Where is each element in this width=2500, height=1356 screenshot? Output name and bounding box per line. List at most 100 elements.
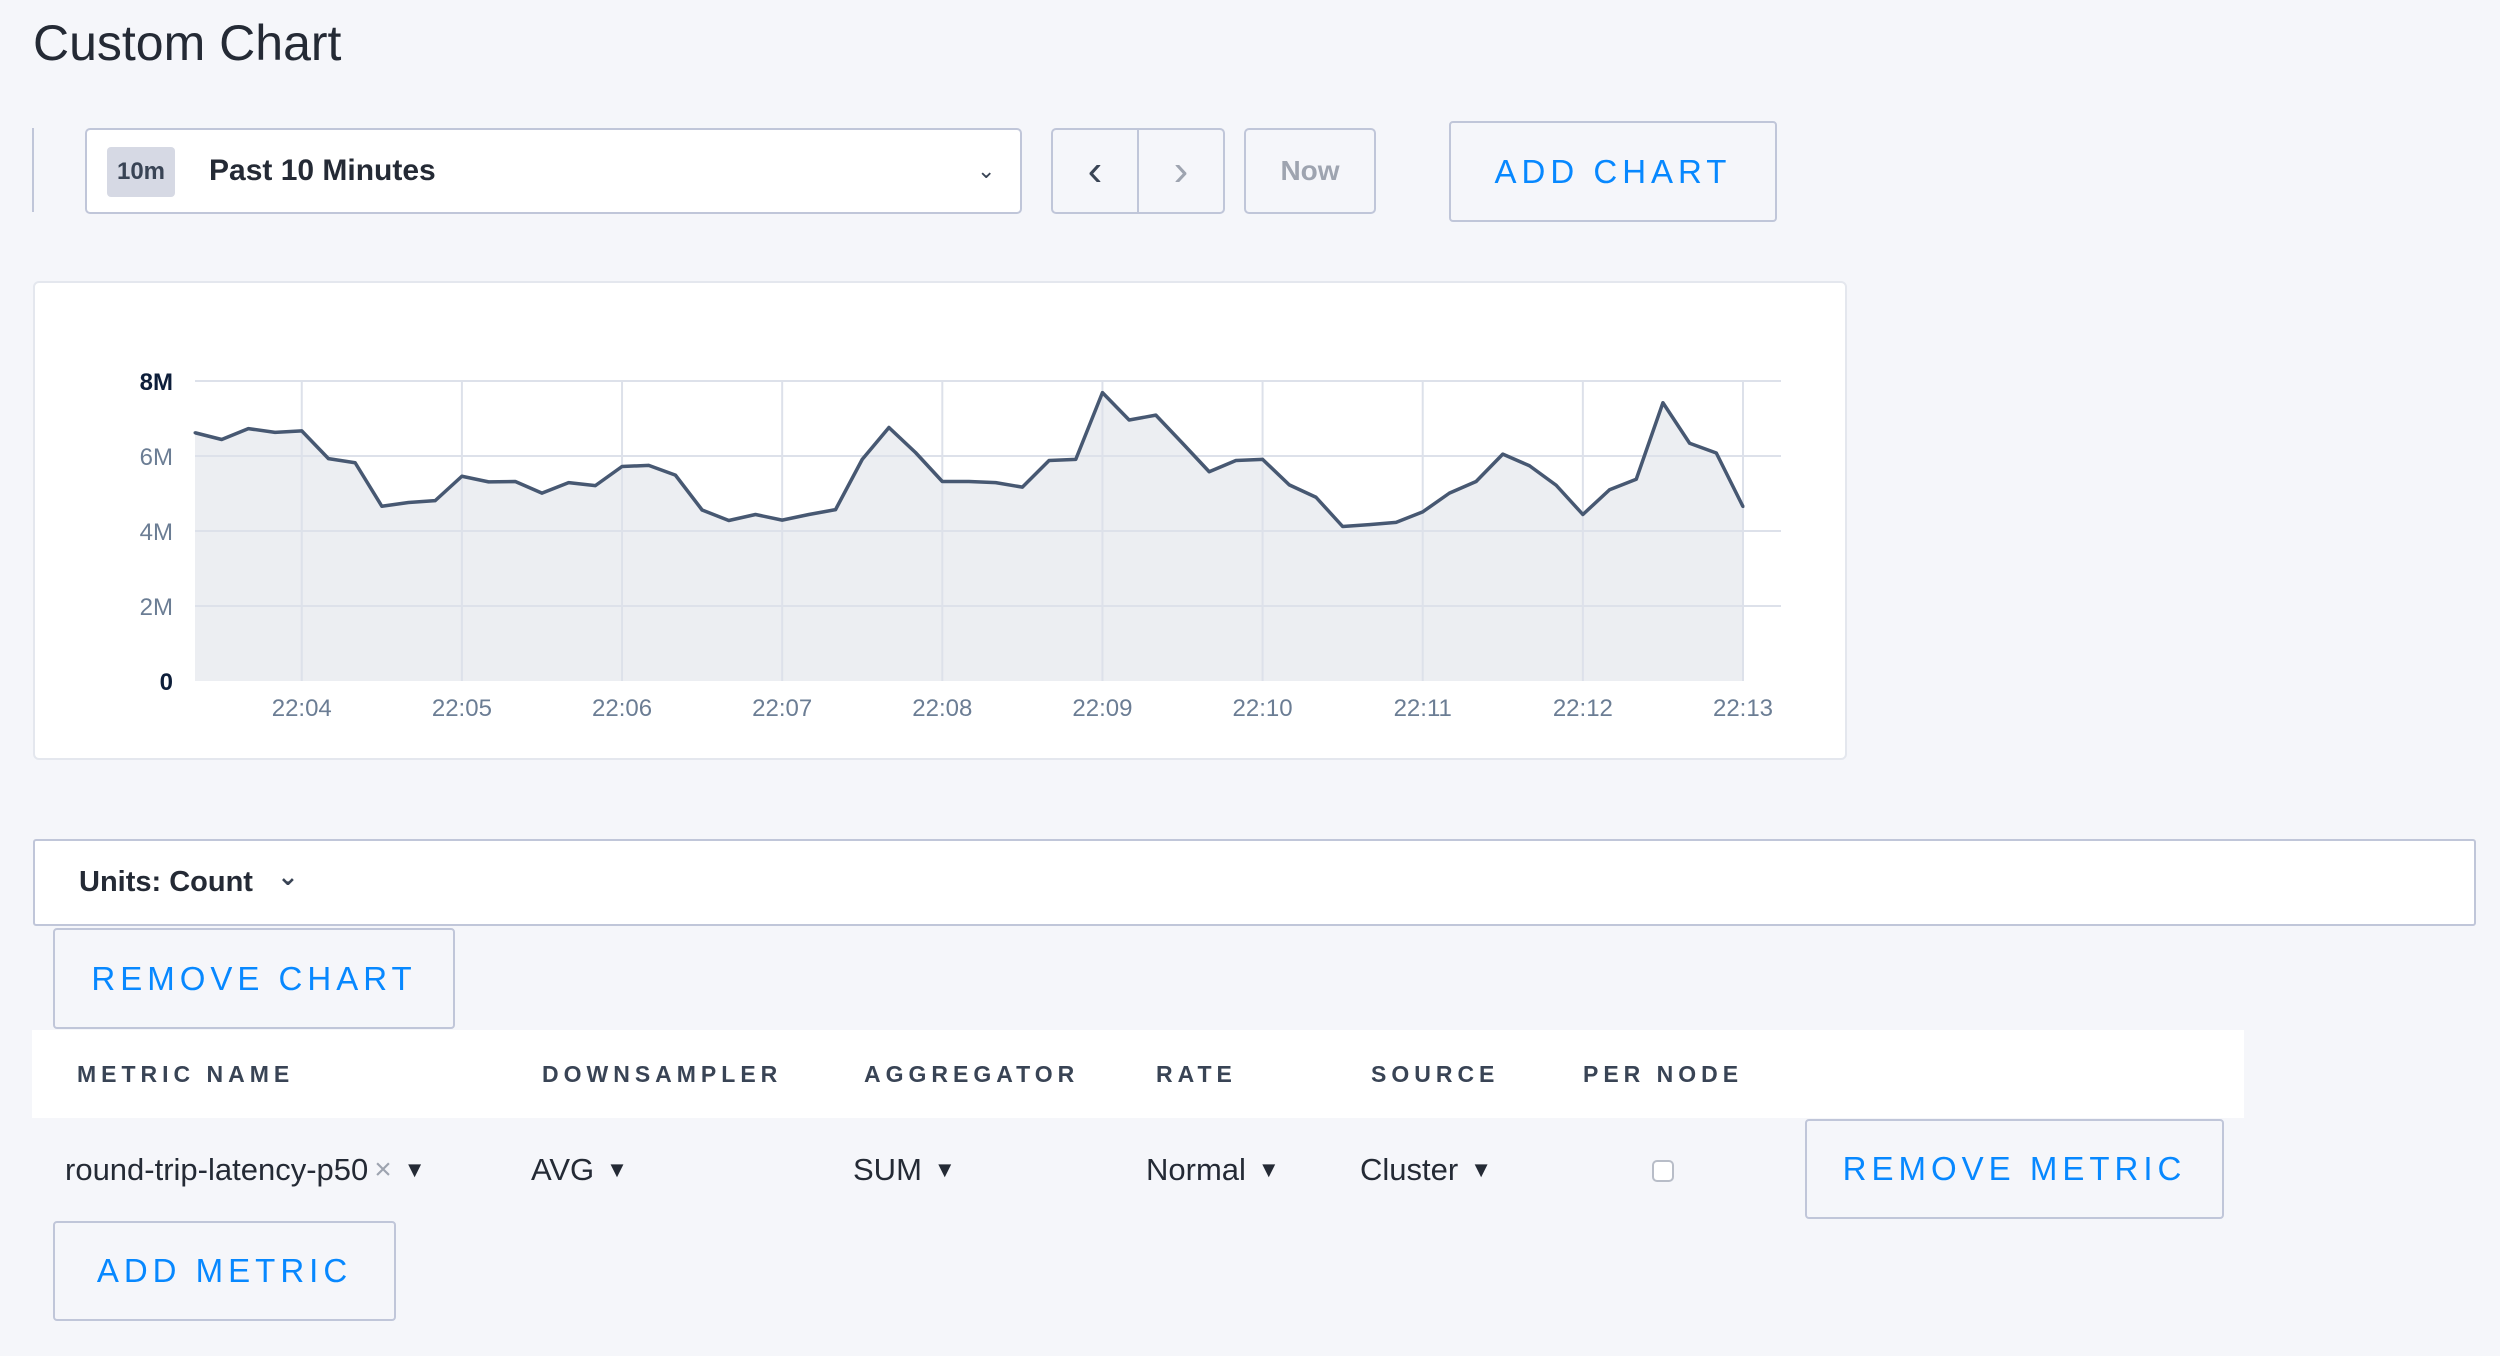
y-tick-label: 4M xyxy=(140,519,173,546)
remove-chart-button[interactable]: REMOVE CHART xyxy=(53,928,455,1029)
data-point xyxy=(647,463,651,467)
aggregator-select[interactable]: SUM ▼ xyxy=(853,1140,956,1200)
header-source: SOURCE xyxy=(1371,1060,1500,1087)
chevron-left-icon: ‹ xyxy=(1087,146,1103,195)
data-point xyxy=(620,465,624,468)
data-point xyxy=(433,499,437,503)
data-point xyxy=(1421,510,1425,514)
data-point xyxy=(1394,520,1398,524)
data-point xyxy=(1688,441,1692,445)
data-point xyxy=(1634,477,1638,481)
y-tick-label: 8M xyxy=(140,369,173,396)
data-point xyxy=(1554,483,1558,487)
source-value: Cluster xyxy=(1360,1152,1459,1187)
data-point xyxy=(1474,480,1478,483)
data-point xyxy=(1127,418,1131,422)
x-tick-label: 22:05 xyxy=(432,695,492,722)
data-point xyxy=(887,426,891,429)
time-range-label: Past 10 Minutes xyxy=(209,154,436,187)
data-point xyxy=(513,480,517,483)
data-point xyxy=(753,513,757,516)
data-point xyxy=(834,508,838,512)
units-text: Units: Count xyxy=(79,866,253,898)
data-point xyxy=(1501,452,1505,456)
data-point xyxy=(1581,513,1585,516)
x-tick-label: 22:06 xyxy=(592,695,652,722)
data-point xyxy=(860,457,864,461)
data-point xyxy=(940,480,944,483)
data-point xyxy=(1367,523,1371,527)
time-range-badge: 10m xyxy=(107,147,175,197)
remove-metric-button[interactable]: REMOVE METRIC xyxy=(1805,1119,2224,1219)
data-point xyxy=(460,474,464,478)
data-point xyxy=(300,429,304,433)
data-point xyxy=(407,501,411,504)
aggregator-value: SUM xyxy=(853,1152,922,1187)
downsampler-select[interactable]: AVG ▼ xyxy=(531,1140,628,1200)
caret-down-icon: ▼ xyxy=(403,1157,426,1182)
data-point xyxy=(914,451,918,455)
data-point xyxy=(967,480,971,483)
data-point xyxy=(380,504,384,508)
header-downsampler: DOWNSAMPLER xyxy=(542,1060,783,1087)
caret-down-icon: ▼ xyxy=(933,1157,956,1182)
now-button[interactable]: Now xyxy=(1244,128,1376,214)
units-label: Units: Count ⌄ xyxy=(79,841,299,924)
rate-select[interactable]: Normal ▼ xyxy=(1146,1140,1280,1200)
chevron-down-icon: ⌄ xyxy=(276,861,299,891)
caret-down-icon: ▼ xyxy=(1257,1157,1280,1182)
data-point xyxy=(1608,488,1612,492)
data-point xyxy=(540,491,544,495)
x-tick-label: 22:04 xyxy=(272,695,332,722)
x-tick-label: 22:07 xyxy=(752,695,812,722)
downsampler-value: AVG xyxy=(531,1152,595,1187)
data-point xyxy=(1714,451,1718,455)
chevron-down-icon: ⌄ xyxy=(977,158,996,183)
data-point xyxy=(1741,505,1745,509)
header-metric-name: METRIC NAME xyxy=(77,1060,295,1087)
data-point xyxy=(1447,491,1451,495)
metric-name-select[interactable]: round-trip-latency-p50 × ▼ xyxy=(65,1140,426,1200)
metric-name-value: round-trip-latency-p50 xyxy=(65,1152,369,1187)
data-point xyxy=(1207,470,1211,474)
divider xyxy=(32,128,34,212)
data-point xyxy=(326,457,330,461)
line-chart: 0 2M 4M 6M 8M 22:04 22:05 22:06 22:07 22:08 22:09 2… xyxy=(140,369,1781,722)
next-button[interactable]: › xyxy=(1139,130,1223,212)
source-select[interactable]: Cluster ▼ xyxy=(1360,1140,1492,1200)
x-tick-label: 22:12 xyxy=(1553,695,1613,722)
previous-button[interactable]: ‹ xyxy=(1053,130,1139,212)
units-select[interactable]: Units: Count ⌄ xyxy=(33,839,2476,926)
rate-value: Normal xyxy=(1146,1152,1246,1187)
x-tick-label: 22:09 xyxy=(1072,695,1132,722)
y-tick-label: 2M xyxy=(140,594,173,621)
data-point xyxy=(1314,495,1318,499)
add-chart-button[interactable]: ADD CHART xyxy=(1449,121,1777,222)
y-tick-label: 0 xyxy=(160,669,173,696)
data-point xyxy=(1047,459,1051,462)
add-metric-button[interactable]: ADD METRIC xyxy=(53,1221,396,1321)
data-point xyxy=(487,480,491,484)
x-tick-label: 22:08 xyxy=(912,695,972,722)
time-nav-group: ‹ › xyxy=(1051,128,1225,214)
header-rate: RATE xyxy=(1156,1060,1237,1087)
data-point xyxy=(673,473,677,477)
data-point xyxy=(807,513,811,516)
data-point xyxy=(1287,483,1291,487)
data-point xyxy=(220,438,224,441)
caret-down-icon: ▼ xyxy=(1470,1157,1492,1182)
data-point xyxy=(353,461,357,465)
data-point xyxy=(193,431,197,435)
x-tick-label: 22:10 xyxy=(1233,695,1293,722)
clear-icon[interactable]: × xyxy=(374,1153,392,1186)
time-range-select[interactable]: 10m Past 10 Minutes ⌄ xyxy=(85,128,1022,214)
chart-card: 0 2M 4M 6M 8M 22:04 22:05 22:06 22:07 22:08 22:09 2… xyxy=(33,281,1847,760)
data-point xyxy=(1341,525,1345,528)
per-node-checkbox[interactable] xyxy=(1652,1160,1674,1182)
data-point xyxy=(1527,464,1531,468)
data-point xyxy=(1100,391,1104,395)
data-point xyxy=(1661,401,1665,405)
y-tick-label: 6M xyxy=(140,444,173,471)
data-point xyxy=(780,518,784,522)
header-aggregator: AGGREGATOR xyxy=(864,1060,1080,1087)
